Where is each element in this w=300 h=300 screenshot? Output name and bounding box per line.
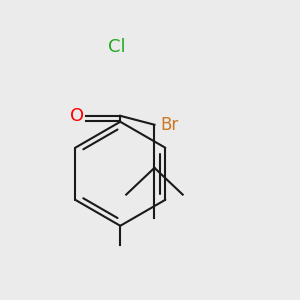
Text: Br: Br bbox=[160, 116, 179, 134]
Text: O: O bbox=[70, 106, 84, 124]
Text: Cl: Cl bbox=[108, 38, 125, 56]
